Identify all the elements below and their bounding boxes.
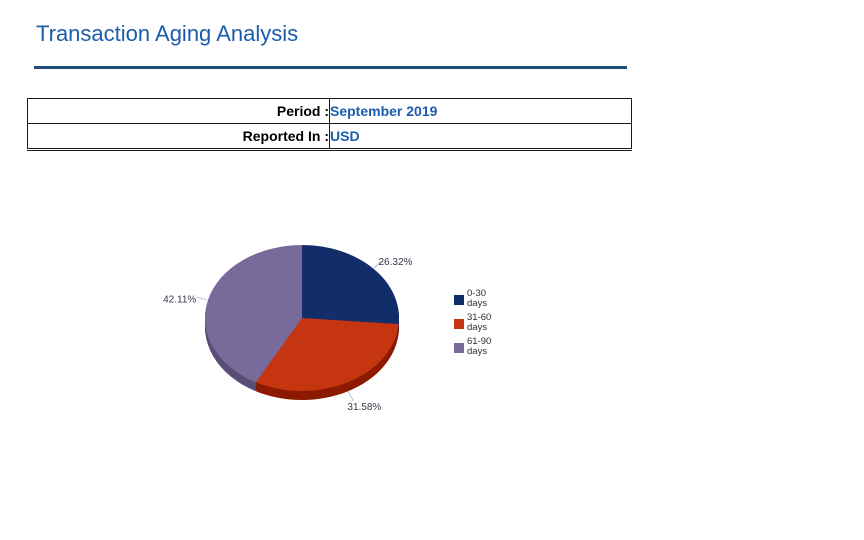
legend-item: 0-30 days (454, 289, 491, 309)
report-info-table: Period : September 2019 Reported In : US… (27, 98, 632, 151)
pie-slice (255, 318, 399, 392)
pie-slice (204, 244, 303, 383)
pie-slice (302, 245, 400, 325)
legend-label-range: 61-90 (467, 336, 492, 347)
pie-label-leader-line (348, 391, 354, 402)
pie-percentage-label: 42.11% (163, 294, 196, 305)
page-title: Transaction Aging Analysis (36, 21, 299, 46)
period-label: Period : (27, 98, 330, 124)
pie-label-leader-line (373, 260, 382, 269)
legend-label: 31-60 days (467, 313, 491, 333)
period-value: September 2019 (329, 98, 632, 124)
table-row-reported-in: Reported In : USD (27, 123, 632, 149)
pie-percentage-label: 31.58% (347, 402, 381, 413)
legend-label: 0-30 days (467, 289, 487, 309)
legend-item: 61-90 days (454, 337, 491, 357)
legend-swatch (454, 319, 464, 329)
legend-label-unit: days (467, 298, 488, 309)
table-row-period: Period : September 2019 (27, 98, 632, 124)
pie-chart: 26.32% 31.58% 42.11% (163, 244, 413, 413)
reported-in-value: USD (329, 123, 632, 149)
reported-in-label: Reported In : (27, 123, 330, 149)
legend-label-unit: days (467, 322, 488, 333)
legend-label-range: 0-30 (467, 288, 487, 299)
legend-label-unit: days (467, 346, 488, 357)
title-underline (34, 66, 627, 69)
legend-swatch (454, 343, 464, 353)
legend-item: 31-60 days (454, 313, 491, 333)
pie-percentage-label: 26.32% (379, 257, 413, 268)
legend-swatch (454, 295, 464, 305)
legend-label: 61-90 days (467, 337, 491, 357)
legend-label-range: 31-60 (467, 312, 492, 323)
pie-label-leader-line (197, 296, 208, 301)
chart-legend: 0-30 days 31-60 days 61-90 days (454, 289, 491, 361)
